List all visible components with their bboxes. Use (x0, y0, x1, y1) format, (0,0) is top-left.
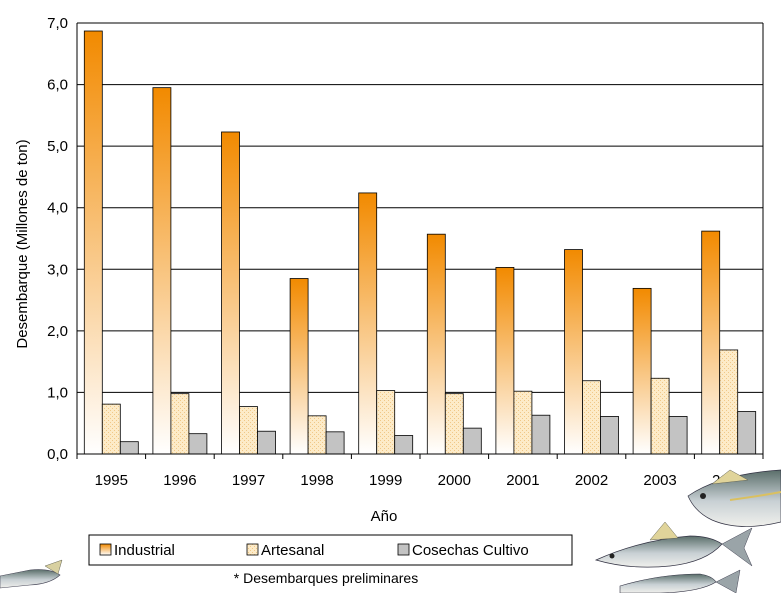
bar-cosechas-cultivo (325, 431, 345, 455)
axes (76, 23, 764, 459)
y-tick-label: 1,0 (47, 384, 68, 401)
bar-cosechas-cultivo (119, 441, 139, 455)
legend: Industrial Artesanal Cosechas Cultivo (88, 534, 573, 566)
bar-industrial (221, 131, 240, 455)
bar-artesanal (307, 415, 327, 455)
y-tick-label: 6,0 (47, 77, 68, 94)
bar-cosechas-cultivo (188, 433, 208, 455)
legend-swatch-industrial (99, 543, 112, 556)
bar-industrial (495, 267, 515, 455)
x-tick-label: 2003 (643, 472, 676, 489)
bar-artesanal (444, 393, 464, 455)
bar-industrial (701, 230, 721, 455)
y-tick-label: 3,0 (47, 261, 68, 278)
bar-cosechas-cultivo (531, 414, 551, 455)
bars (83, 30, 757, 455)
footnote: * Desembarques preliminares (234, 570, 418, 586)
bar-industrial (83, 30, 103, 455)
bar-artesanal (101, 403, 121, 455)
y-axis-title: Desembarque (Millones de ton) (14, 139, 31, 348)
legend-swatch-cultivo (397, 543, 410, 556)
x-axis-title: Año (371, 508, 398, 525)
x-tick-label: 2002 (575, 472, 608, 489)
bar-cosechas-cultivo (462, 427, 482, 455)
legend-swatch-artesanal (246, 543, 259, 556)
legend-box (88, 534, 573, 566)
bar-industrial (289, 278, 309, 455)
x-tick-labels: 1995199619971998199920002001200220032004… (95, 472, 746, 511)
bar-artesanal (170, 393, 190, 455)
bar-artesanal (376, 390, 396, 455)
gridlines (77, 22, 763, 393)
fish-group-icon (594, 469, 781, 593)
bar-artesanal (582, 380, 601, 455)
bar-cosechas-cultivo (668, 416, 688, 455)
x-tick-label: 2000 (438, 472, 471, 489)
x-tick-label: 2001 (506, 472, 539, 489)
fish-fragment-icon (0, 559, 63, 589)
bar-industrial (632, 287, 652, 455)
bar-artesanal (650, 377, 670, 455)
x-tick-label: 1996 (163, 472, 196, 489)
x-tick-label: 1998 (300, 472, 333, 489)
x-tick-label: 1999 (369, 472, 402, 489)
legend-label-artesanal: Artesanal (261, 542, 324, 559)
bar-cosechas-cultivo (257, 430, 276, 455)
y-tick-labels: 0,0 1,0 2,0 3,0 4,0 5,0 6,0 7,0 (47, 15, 68, 463)
bar-artesanal (513, 390, 533, 455)
x-tick-label: 1995 (95, 472, 128, 489)
legend-label-industrial: Industrial (114, 542, 175, 559)
bar-cosechas-cultivo (600, 416, 619, 455)
y-tick-label: 2,0 (47, 323, 68, 340)
y-tick-label: 5,0 (47, 138, 68, 155)
y-tick-label: 4,0 (47, 200, 68, 217)
y-tick-label: 0,0 (47, 446, 68, 463)
bar-artesanal (719, 349, 739, 455)
bar-industrial (426, 233, 446, 455)
bar-cosechas-cultivo (394, 435, 414, 455)
y-tick-label: 7,0 (47, 15, 68, 32)
bar-industrial (564, 249, 583, 455)
bar-cosechas-cultivo (737, 411, 757, 455)
bar-industrial (152, 87, 172, 455)
bar-industrial (358, 192, 378, 455)
legend-label-cultivo: Cosechas Cultivo (412, 542, 529, 559)
bar-artesanal (239, 406, 258, 455)
x-tick-label: 1997 (232, 472, 265, 489)
